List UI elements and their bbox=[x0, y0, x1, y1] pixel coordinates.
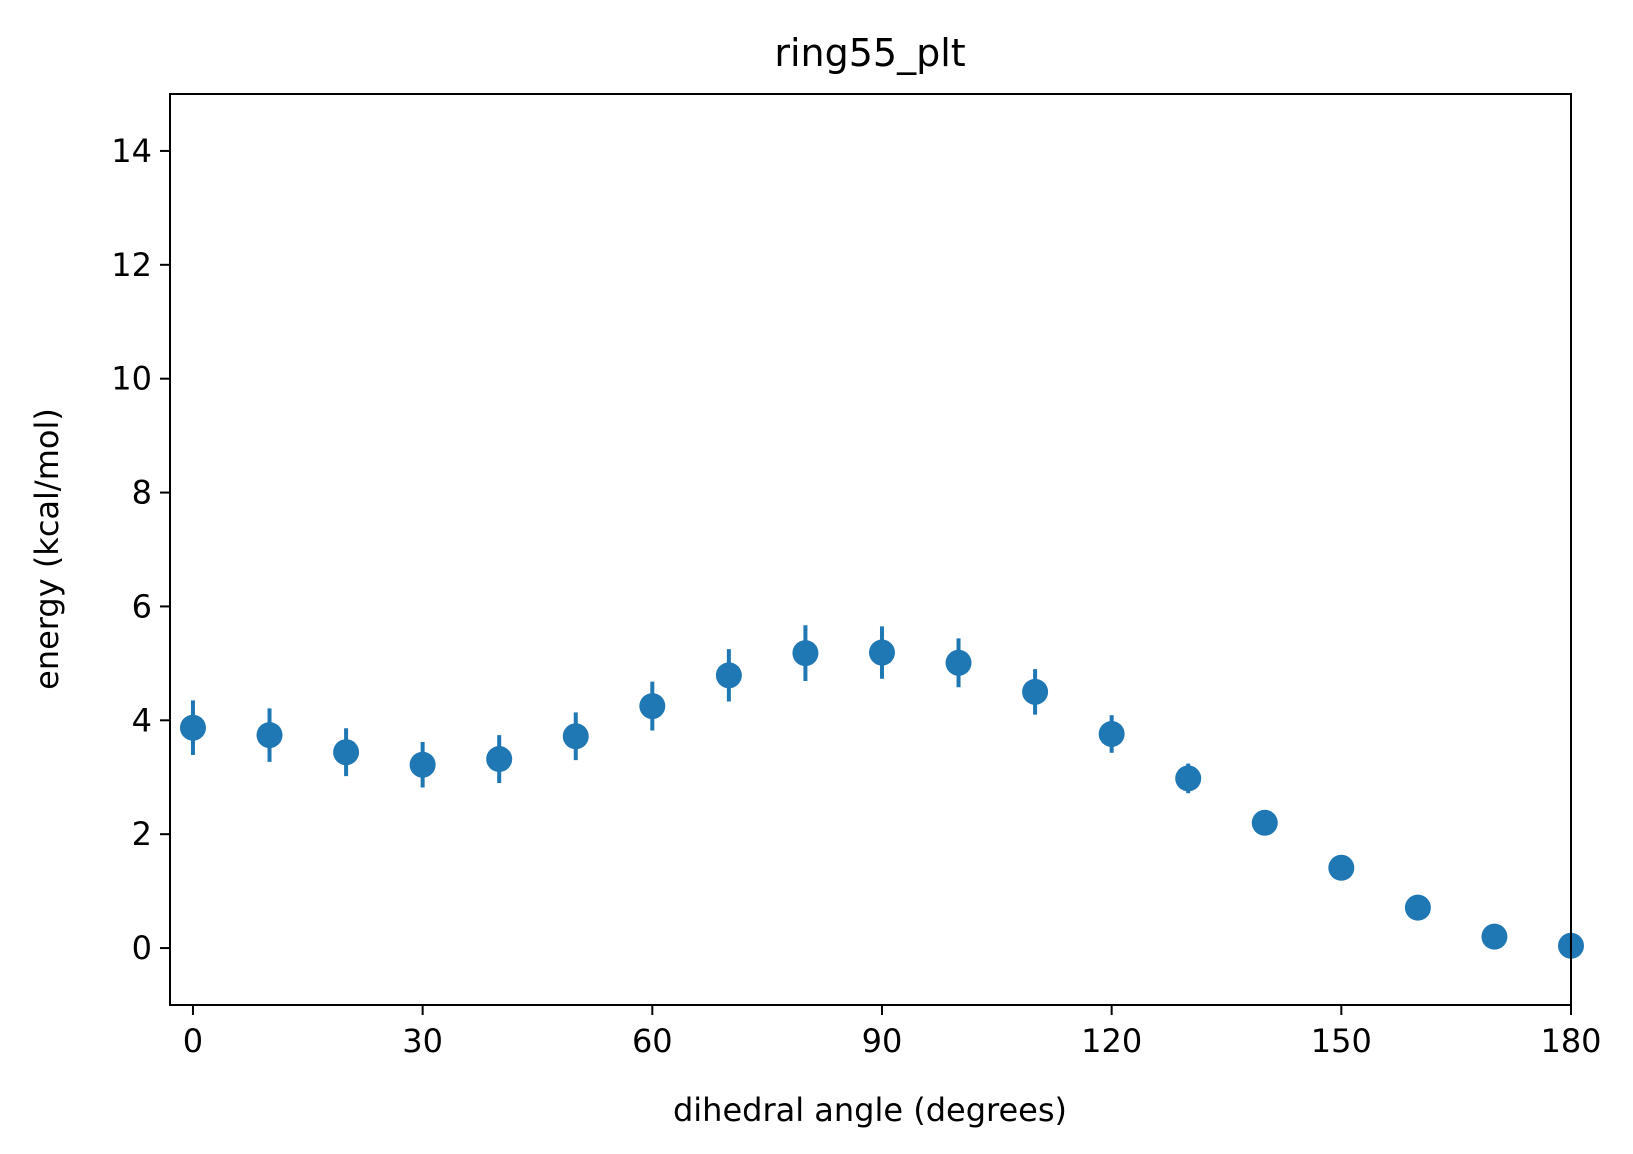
data-point bbox=[179, 714, 206, 741]
chart-title: ring55_plt bbox=[774, 31, 965, 75]
y-tick-label: 4 bbox=[132, 701, 152, 739]
y-axis-label: energy (kcal/mol) bbox=[28, 408, 66, 690]
data-point bbox=[562, 723, 589, 750]
y-tick-label: 2 bbox=[132, 815, 152, 853]
data-point bbox=[1404, 894, 1431, 921]
x-tick-label: 30 bbox=[402, 1022, 443, 1060]
x-tick-label: 0 bbox=[183, 1022, 203, 1060]
y-tick-label: 12 bbox=[111, 246, 152, 284]
x-axis-label: dihedral angle (degrees) bbox=[673, 1091, 1067, 1129]
x-tick-label: 180 bbox=[1540, 1022, 1601, 1060]
y-tick-label: 8 bbox=[132, 474, 152, 512]
x-tick-label: 120 bbox=[1081, 1022, 1142, 1060]
data-point bbox=[792, 640, 819, 667]
x-tick-label: 150 bbox=[1311, 1022, 1372, 1060]
data-point bbox=[1328, 854, 1355, 881]
data-point bbox=[945, 649, 972, 676]
data-point bbox=[639, 693, 666, 720]
data-point bbox=[409, 751, 436, 778]
data-point bbox=[1022, 678, 1049, 705]
x-axis-ticks: 0 30 60 90 120 150 180 bbox=[183, 1005, 1602, 1060]
data-point bbox=[868, 639, 895, 666]
data-point bbox=[1175, 765, 1202, 792]
data-points bbox=[179, 639, 1584, 959]
data-point bbox=[715, 662, 742, 689]
data-point bbox=[486, 746, 513, 773]
y-tick-label: 14 bbox=[111, 132, 152, 170]
x-tick-label: 60 bbox=[632, 1022, 673, 1060]
x-tick-label: 90 bbox=[862, 1022, 903, 1060]
y-tick-label: 10 bbox=[111, 360, 152, 398]
data-point bbox=[1251, 809, 1278, 836]
y-tick-label: 0 bbox=[132, 929, 152, 967]
plot-frame bbox=[169, 93, 1572, 1006]
data-point bbox=[1481, 923, 1508, 950]
data-point bbox=[333, 739, 360, 766]
data-point bbox=[256, 722, 283, 749]
y-tick-label: 6 bbox=[132, 587, 152, 625]
data-point bbox=[1098, 720, 1125, 747]
y-axis-ticks: 0 2 4 6 8 10 12 14 bbox=[111, 132, 170, 967]
